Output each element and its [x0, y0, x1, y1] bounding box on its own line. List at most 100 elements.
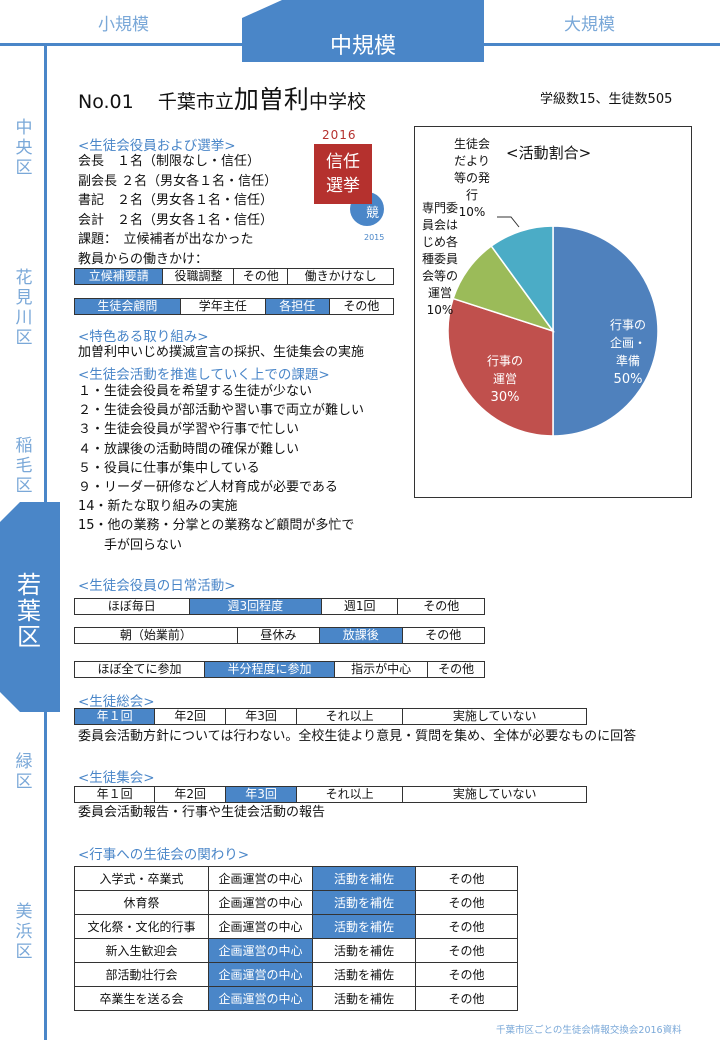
issue-item: 15・他の業務・分掌との業務など顧問が多忙で — [78, 518, 355, 534]
issue-item: ９・リーダー研修など人材育成が必要である — [78, 480, 338, 496]
meeting-title: <生徒集会> — [78, 770, 155, 786]
daily-cell: その他 — [397, 598, 485, 615]
daily-cell: 指示が中心 — [334, 661, 429, 678]
label-planning: 行事の 企画・ 準備 50% — [609, 318, 646, 387]
event-cell: その他 — [415, 890, 518, 915]
teacher-role-table: 生徒会顧問 学年主任 各担任 その他 — [74, 298, 395, 315]
event-name: 休育祭 — [74, 890, 209, 915]
election-circle-char: 競 — [366, 206, 380, 221]
assembly-title: <生徒総会> — [78, 694, 155, 710]
meeting-table: 年１回 年2回 年3回 それ以上 実施していない — [73, 786, 587, 803]
issue-item: ３・生徒会役員が学習や行事で忙しい — [78, 422, 300, 438]
assembly-cell: 年１回 — [73, 708, 156, 725]
ward-mihama[interactable]: 美浜区 — [15, 902, 33, 962]
event-cell: 活動を補佐 — [312, 866, 416, 891]
event-cell: 活動を補佐 — [312, 938, 416, 963]
pie-chart — [447, 216, 659, 437]
assembly-table: 年１回 年2回 年3回 それ以上 実施していない — [73, 708, 587, 725]
assembly-cell: 年2回 — [154, 708, 227, 725]
issues-list: １・生徒会役員を希望する生徒が少ない ２・生徒会役員が部活動や習い事で両立が難し… — [78, 382, 364, 555]
issue-item: ４・放課後の活動時間の確保が難しい — [78, 441, 300, 457]
teacher-role-cell: その他 — [328, 298, 395, 315]
event-cell: その他 — [415, 986, 518, 1011]
daily-freq-table: ほぼ毎日 週3回程度 週1回 その他 — [74, 598, 485, 615]
event-cell: 活動を補佐 — [312, 962, 416, 987]
tab-large[interactable]: 大規模 — [564, 15, 615, 35]
event-cell: その他 — [415, 866, 518, 891]
daily-cell: 放課後 — [319, 627, 403, 644]
daily-cell: 週1回 — [321, 598, 399, 615]
activity-chart — [414, 126, 692, 498]
daily-cell: 朝（始業前） — [74, 627, 238, 644]
meeting-cell: それ以上 — [295, 786, 404, 803]
teacher-action-cell: 働きかけなし — [287, 268, 394, 285]
election-line: 教員からの働きかけ： — [78, 251, 209, 267]
event-name: 文化祭・文化的行事 — [74, 914, 209, 939]
ward-active-shape — [0, 502, 60, 712]
event-cell: 活動を補佐 — [312, 914, 416, 939]
meeting-cell: 年１回 — [73, 786, 156, 803]
event-name: 卒業生を送る会 — [74, 986, 209, 1011]
event-cell: その他 — [415, 938, 518, 963]
footer-source: 千葉市区ごとの生徒会情報交換会2016資料 — [496, 1025, 682, 1036]
daily-cell: ほぼ毎日 — [74, 598, 190, 615]
ward-midori[interactable]: 緑区 — [15, 752, 33, 792]
event-cell: その他 — [415, 962, 518, 987]
meeting-cell: 実施していない — [402, 786, 587, 803]
meeting-note: 委員会活動報告・行事や生徒会活動の報告 — [78, 805, 326, 820]
features-text: 加曽利中いじめ撲滅宣言の採択、生徒集会の実施 — [78, 345, 365, 360]
issue-item: ２・生徒会役員が部活動や習い事で両立が難しい — [78, 403, 365, 419]
pie-slice-3 — [490, 225, 554, 334]
ward-wakaba[interactable]: 若葉区 — [17, 571, 41, 651]
ward-inage[interactable]: 稲毛区 — [15, 436, 33, 496]
election-badge: 信任 選挙 — [314, 144, 372, 204]
event-cell: 企画運営の中心 — [208, 914, 313, 939]
election-circle-year: 2015 — [364, 233, 385, 242]
teacher-action-table: 立候補要請 役職調整 その他 働きかけなし — [73, 268, 394, 285]
school-no: No.01 — [78, 91, 134, 113]
issue-item: １・生徒会役員を希望する生徒が少ない — [78, 384, 313, 399]
assembly-cell: 実施していない — [402, 708, 587, 725]
teacher-role-cell: 各担任 — [264, 298, 330, 315]
badge-line2: 選挙 — [326, 176, 360, 196]
teacher-action-cell: 役職調整 — [162, 268, 235, 285]
event-name: 入学式・卒業式 — [74, 866, 209, 891]
pct-newsletter: 10% — [458, 205, 486, 219]
tab-medium-shape — [242, 0, 484, 62]
daily-cell: その他 — [401, 627, 486, 644]
pct-planning: 50% — [613, 372, 643, 387]
table-row: 文化祭・文化的行事 企画運営の中心 活動を補佐 その他 — [74, 914, 518, 939]
teacher-action-cell: 立候補要請 — [73, 268, 164, 285]
daily-cell: 週3回程度 — [188, 598, 323, 615]
label-leader-line — [497, 216, 520, 228]
table-row: 休育祭 企画運営の中心 活動を補佐 その他 — [74, 890, 518, 915]
label-committee: 専門委 員会は じめ各 種委員 会等の 運営 10% — [421, 201, 458, 317]
school-suffix: 中学校 — [308, 91, 366, 113]
election-line: 書記 ２名（男女各１名・信任） — [78, 193, 274, 208]
events-table: 入学式・卒業式 企画運営の中心 活動を補佐 その他 休育祭 企画運営の中心 活動… — [74, 866, 518, 1011]
table-row: 入学式・卒業式 企画運営の中心 活動を補佐 その他 — [74, 866, 518, 891]
features-title: <特色ある取り組み> — [78, 329, 209, 345]
meeting-cell: 年2回 — [154, 786, 227, 803]
teacher-role-cell: 学年主任 — [179, 298, 266, 315]
assembly-note: 委員会活動方針については行わない。全校生徒より意見・質問を集め、全体が必要なもの… — [78, 729, 637, 744]
assembly-cell: それ以上 — [295, 708, 404, 725]
table-row: 部活動壮行会 企画運営の中心 活動を補佐 その他 — [74, 962, 518, 987]
meeting-cell: 年3回 — [225, 786, 297, 803]
table-row: 卒業生を送る会 企画運営の中心 活動を補佐 その他 — [74, 986, 518, 1011]
daily-cell: その他 — [427, 661, 485, 678]
assembly-cell: 年3回 — [225, 708, 297, 725]
events-title: <行事への生徒会の関わり> — [78, 847, 250, 863]
tab-small[interactable]: 小規模 — [98, 15, 149, 35]
issues-title: <生徒会活動を推進していく上での課題> — [78, 367, 330, 383]
ward-chuo[interactable]: 中央区 — [15, 118, 33, 178]
daily-title: <生徒会役員の日常活動> — [78, 578, 236, 594]
teacher-role-cell: 生徒会顧問 — [74, 298, 181, 315]
ward-hanamigawa[interactable]: 花見川区 — [15, 268, 33, 348]
tab-medium[interactable]: 中規模 — [329, 34, 396, 59]
badge-line1: 信任 — [326, 152, 360, 172]
issue-item: ５・役員に仕事が集中している — [78, 460, 260, 476]
teacher-action-cell: その他 — [233, 268, 289, 285]
pct-committee: 10% — [426, 303, 454, 317]
table-row: 新入生歓迎会 企画運営の中心 活動を補佐 その他 — [74, 938, 518, 963]
